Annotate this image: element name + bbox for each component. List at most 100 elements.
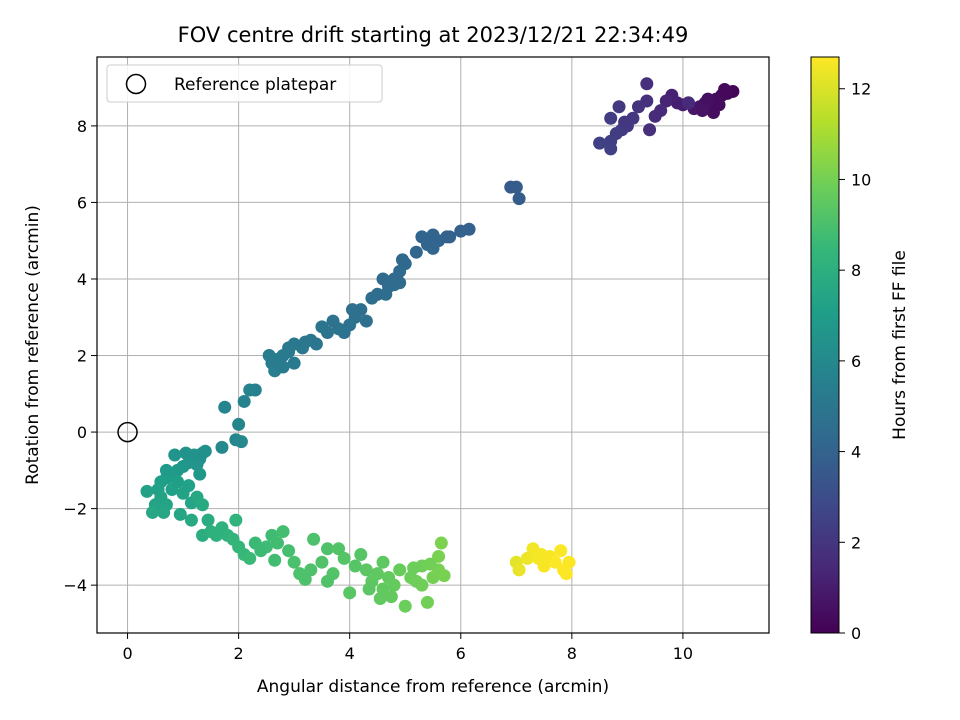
data-point <box>201 513 215 527</box>
data-point <box>326 314 340 328</box>
data-point <box>159 463 173 477</box>
colorbar: 0 2 4 6 8 10 12 Hours from first FF file <box>810 56 910 643</box>
data-point <box>282 341 296 355</box>
data-point <box>718 83 732 97</box>
data-point <box>315 320 329 334</box>
data-point <box>631 100 645 114</box>
data-point <box>415 578 429 592</box>
data-point <box>440 230 454 244</box>
colorbar-label: Hours from first FF file <box>890 250 910 440</box>
data-point <box>287 356 301 370</box>
y-tick-label: 2 <box>77 347 87 366</box>
legend-box <box>106 64 383 103</box>
y-tick-label: 8 <box>77 117 87 136</box>
data-point <box>387 578 401 592</box>
data-point <box>681 96 695 110</box>
data-point <box>243 551 257 565</box>
data-point <box>643 123 657 137</box>
data-point <box>196 446 210 460</box>
data-point <box>168 448 182 462</box>
data-point <box>307 532 321 546</box>
data-point <box>387 278 401 292</box>
legend: Reference platepar <box>106 64 383 103</box>
data-point <box>393 563 407 577</box>
data-point <box>407 561 421 575</box>
data-point <box>415 230 429 244</box>
colorbar-tick-label: 10 <box>851 170 871 189</box>
data-point <box>309 337 323 351</box>
chart-title: FOV centre drift starting at 2023/12/21 … <box>178 23 689 47</box>
x-tick-label: 2 <box>234 644 244 663</box>
data-point <box>179 446 193 460</box>
data-point <box>298 572 312 586</box>
x-tick-label: 4 <box>345 644 355 663</box>
colorbar-tick-label: 8 <box>851 261 861 280</box>
scatter-points <box>140 77 740 613</box>
colorbar-gradient <box>810 56 840 634</box>
data-point <box>332 542 346 556</box>
data-point <box>557 563 571 577</box>
axis-ticks: 0 2 4 6 8 10 −4 −2 0 2 4 6 8 <box>63 117 693 663</box>
data-point <box>343 586 357 600</box>
data-point <box>548 555 562 569</box>
y-tick-label: −2 <box>63 500 87 519</box>
data-point <box>701 92 715 106</box>
data-point <box>287 555 301 569</box>
data-point <box>509 180 523 194</box>
data-point <box>373 592 387 606</box>
data-point <box>454 224 468 238</box>
legend-entry-label: Reference platepar <box>174 75 336 95</box>
data-point <box>298 335 312 349</box>
data-point <box>604 111 618 125</box>
data-point <box>243 383 257 397</box>
data-point <box>193 467 207 481</box>
data-point <box>593 136 607 150</box>
data-point <box>218 400 232 414</box>
colorbar-tick-label: 4 <box>851 443 861 462</box>
y-tick-label: 6 <box>77 193 87 212</box>
data-point <box>348 559 362 573</box>
data-point <box>432 549 446 563</box>
colorbar-tick-label: 2 <box>851 533 861 552</box>
data-point <box>345 303 359 317</box>
data-point <box>640 77 654 91</box>
data-point <box>512 563 526 577</box>
data-point <box>196 498 210 512</box>
data-point <box>423 557 437 571</box>
grid <box>97 57 769 633</box>
data-point <box>426 241 440 255</box>
data-point <box>612 100 626 114</box>
data-point <box>315 555 329 569</box>
plot-frame <box>96 56 770 634</box>
data-point <box>437 569 451 583</box>
data-point <box>254 544 268 558</box>
data-point <box>604 142 618 156</box>
data-point <box>359 563 373 577</box>
data-point <box>182 479 196 493</box>
data-point <box>384 590 398 604</box>
data-point <box>282 544 296 558</box>
data-point <box>395 253 409 267</box>
data-point <box>512 192 526 206</box>
data-point <box>173 507 187 521</box>
data-point <box>237 394 251 408</box>
data-point <box>520 551 534 565</box>
data-point <box>276 360 290 374</box>
colorbar-tick-label: 0 <box>851 624 861 643</box>
data-point <box>359 314 373 328</box>
x-tick-label: 8 <box>567 644 577 663</box>
data-point <box>215 440 229 454</box>
data-point <box>262 349 276 363</box>
x-tick-label: 6 <box>456 644 466 663</box>
data-point <box>229 513 243 527</box>
data-point <box>146 505 160 519</box>
y-tick-label: 0 <box>77 423 87 442</box>
data-point <box>320 574 334 588</box>
data-point <box>171 475 185 489</box>
data-point <box>376 272 390 286</box>
data-point <box>537 559 551 573</box>
colorbar-tick-label: 6 <box>851 352 861 371</box>
data-point <box>234 435 248 449</box>
data-point <box>534 548 548 562</box>
